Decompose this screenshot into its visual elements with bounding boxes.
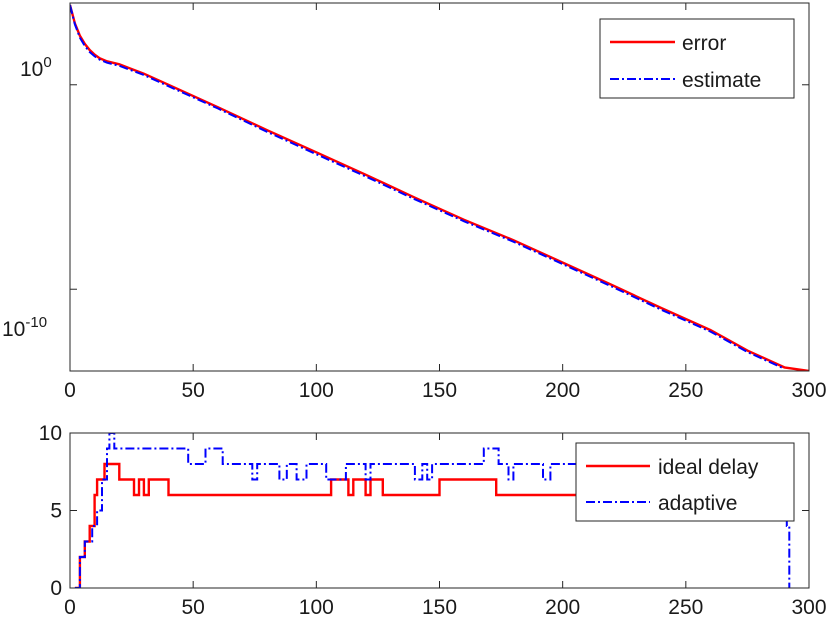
legend-1: error estimate <box>599 18 795 99</box>
error-plot-panel: 0 50 100 150 200 250 300 100 10-10 error estim… <box>2 2 827 402</box>
xtick-label: 100 <box>299 596 334 619</box>
series-error <box>70 4 809 371</box>
legend-box-1 <box>599 18 795 99</box>
series-estimate <box>70 4 785 370</box>
ytick-label: 0 <box>50 577 62 600</box>
xtick-label: 200 <box>545 596 580 619</box>
ytick-label: 10 <box>39 422 62 445</box>
xtick-label: 0 <box>64 596 76 619</box>
xtick-label: 200 <box>545 379 580 402</box>
xtick-label: 50 <box>181 379 204 402</box>
legend-box-2 <box>575 442 795 522</box>
ytick-label: 5 <box>50 500 62 523</box>
ticks-1: 0 50 100 150 200 250 300 <box>64 3 827 402</box>
xtick-label: 300 <box>791 379 826 402</box>
xtick-label: 100 <box>299 379 334 402</box>
ytick-label-1-0: 100 <box>20 54 52 81</box>
xtick-label: 250 <box>668 379 703 402</box>
legend-2: ideal delay adaptive <box>575 442 795 522</box>
delay-plot-panel: 0 50 100 150 200 250 300 0 5 10 ideal delay adapt… <box>39 422 827 619</box>
ticks-2: 0 50 100 150 200 250 300 0 5 10 <box>39 422 827 619</box>
xtick-label: 50 <box>181 596 204 619</box>
legend-label-ideal-delay: ideal delay <box>658 456 759 479</box>
xtick-label: 250 <box>668 596 703 619</box>
ytick-label-1-1: 10-10 <box>2 314 47 341</box>
legend-label-estimate: estimate <box>682 69 761 92</box>
xtick-label: 150 <box>422 596 457 619</box>
legend-label-error: error <box>682 32 726 55</box>
xtick-label: 300 <box>791 596 826 619</box>
xtick-label: 0 <box>64 379 76 402</box>
series-group-1 <box>70 4 809 371</box>
xtick-label: 150 <box>422 379 457 402</box>
legend-label-adaptive: adaptive <box>658 492 737 515</box>
series-group-2 <box>74 433 791 588</box>
series-adaptive <box>74 433 791 588</box>
